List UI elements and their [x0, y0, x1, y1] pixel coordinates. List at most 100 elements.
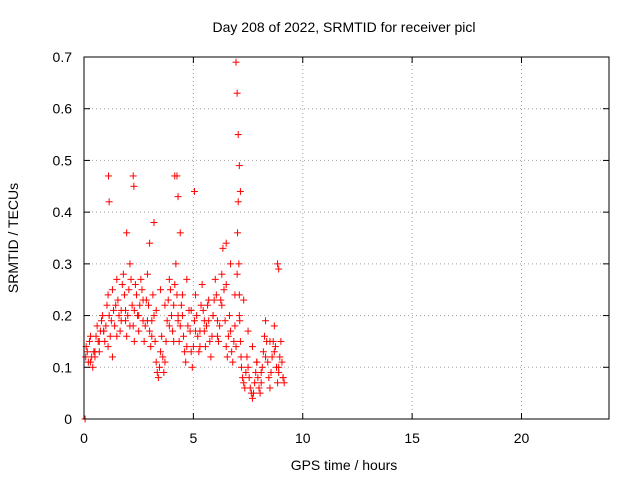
data-point [123, 229, 131, 237]
data-point [104, 343, 112, 351]
data-point [218, 301, 226, 309]
data-point [127, 275, 135, 283]
data-point [280, 379, 288, 387]
data-point [129, 172, 137, 180]
data-point [120, 291, 128, 299]
data-point [206, 337, 214, 345]
data-point [251, 379, 259, 387]
data-point [232, 343, 240, 351]
data-point [238, 363, 245, 371]
data-point [216, 322, 224, 330]
data-point [165, 322, 173, 330]
data-point [155, 363, 163, 371]
data-point [143, 270, 151, 278]
data-point [135, 327, 143, 335]
y-tick-label: 0.3 [53, 256, 73, 272]
data-point [243, 353, 251, 361]
data-point [264, 358, 272, 366]
data-point [148, 332, 156, 340]
data-point [242, 368, 250, 376]
data-point [140, 337, 148, 345]
data-point [200, 327, 208, 335]
data-point [192, 291, 200, 299]
data-point [215, 337, 223, 345]
data-point [204, 301, 212, 309]
data-point [244, 363, 252, 371]
data-point [266, 384, 274, 392]
data-point [82, 353, 90, 361]
data-point [168, 312, 175, 320]
data-point [91, 348, 99, 356]
data-point [163, 317, 171, 325]
data-point [248, 343, 256, 351]
data-point [190, 187, 198, 195]
data-point [211, 275, 219, 283]
data-point [119, 270, 127, 278]
data-point [130, 337, 138, 345]
data-point [171, 281, 179, 289]
data-point [112, 301, 120, 309]
data-point [200, 317, 208, 325]
data-point [157, 348, 165, 356]
x-tick-label: 20 [514, 430, 530, 446]
data-point [130, 182, 138, 190]
data-point [260, 332, 268, 340]
x-axis-ticks: 0 5 10 15 20 [80, 57, 529, 446]
data-point [262, 353, 270, 361]
data-point [187, 306, 195, 314]
data-point [161, 358, 169, 366]
data-point [145, 301, 153, 309]
data-point [116, 327, 124, 335]
plot-frame [83, 56, 610, 420]
data-point [105, 312, 113, 320]
data-point [83, 348, 91, 356]
data-point [161, 301, 169, 309]
data-point [147, 343, 155, 351]
data-point [159, 353, 167, 361]
y-tick-label: 0.5 [53, 152, 73, 168]
data-point [213, 317, 221, 325]
data-point [153, 368, 161, 376]
data-point [275, 265, 283, 273]
data-point [276, 353, 284, 361]
data-point [213, 332, 221, 340]
y-tick-label: 0.6 [53, 101, 73, 117]
data-point [87, 358, 95, 366]
data-point [268, 353, 276, 361]
data-point [207, 353, 215, 361]
data-point [255, 384, 263, 392]
data-point [118, 281, 126, 289]
data-point [100, 327, 108, 335]
data-point [130, 306, 138, 314]
data-point [176, 322, 184, 330]
data-point [126, 260, 134, 268]
data-point [124, 312, 132, 320]
x-tick-label: 5 [189, 430, 197, 446]
x-axis-label: GPS time / hours [291, 457, 398, 473]
data-point [277, 337, 285, 345]
data-point [217, 296, 225, 304]
data-point [232, 58, 240, 66]
data-point [173, 172, 181, 180]
data-point [128, 301, 136, 309]
data-point [123, 332, 131, 340]
data-point [122, 306, 130, 314]
data-point [250, 389, 258, 397]
data-point [106, 332, 114, 340]
data-point [235, 260, 243, 268]
data-point [234, 229, 242, 237]
x-tick-label: 0 [80, 430, 88, 446]
data-point [89, 363, 97, 371]
data-point [223, 353, 231, 361]
y-tick-label: 0.2 [53, 308, 73, 324]
data-point [235, 162, 243, 170]
data-point [108, 286, 116, 294]
data-point [192, 327, 200, 335]
data-point [85, 337, 93, 345]
data-point [158, 332, 166, 340]
data-point [181, 348, 189, 356]
data-point [270, 348, 278, 356]
data-point [105, 172, 112, 180]
data-point [274, 379, 282, 387]
data-point [169, 327, 177, 335]
